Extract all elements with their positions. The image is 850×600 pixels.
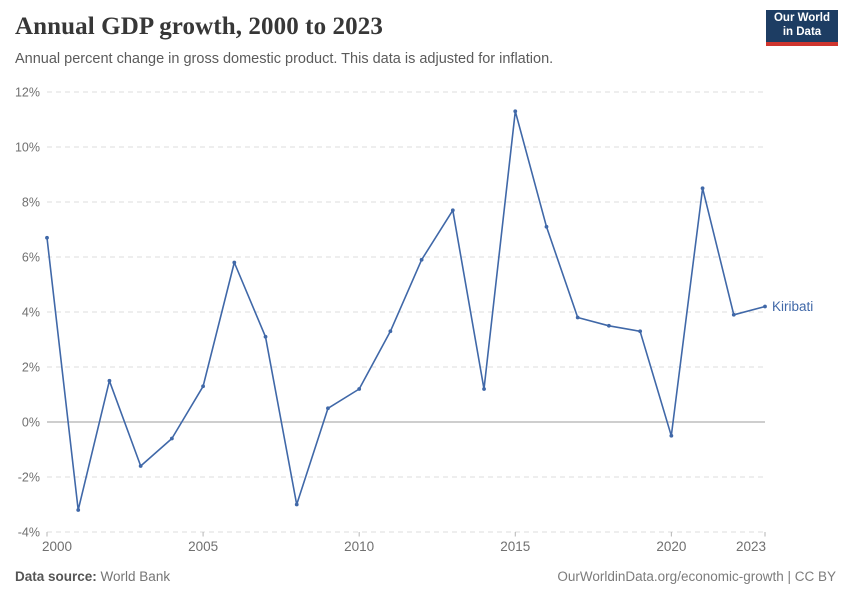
data-point	[45, 235, 49, 240]
y-axis-label: 4%	[22, 306, 40, 320]
data-source-value: World Bank	[100, 569, 171, 584]
gdp-line	[46, 110, 766, 511]
owid-logo[interactable]: Our World in Data	[766, 10, 838, 46]
credit-link[interactable]: OurWorldinData.org/economic-growth | CC …	[557, 569, 836, 584]
data-point	[544, 224, 549, 229]
data-point	[669, 433, 674, 438]
chart-title: Annual GDP growth, 2000 to 2023	[15, 13, 383, 40]
data-point	[169, 436, 174, 441]
data-point	[607, 323, 611, 328]
owid-logo-line2: in Data	[782, 26, 822, 38]
x-axis-label: 2005	[188, 539, 218, 554]
data-point	[326, 406, 330, 411]
data-point	[419, 257, 424, 262]
data-point	[294, 502, 299, 507]
data-point	[700, 186, 705, 191]
x-axis-label: 2020	[656, 539, 686, 554]
y-axis-label: 6%	[22, 251, 40, 265]
series-label-kiribati[interactable]: Kiribati	[772, 299, 813, 314]
data-point	[450, 208, 455, 213]
data-point	[482, 387, 486, 391]
y-axis-label: -4%	[18, 526, 40, 540]
chart-header: Annual GDP growth, 2000 to 2023 Annual p…	[15, 12, 740, 69]
data-point	[232, 260, 237, 265]
y-axis-label: 10%	[15, 141, 40, 155]
data-point	[575, 315, 580, 320]
data-point	[76, 508, 81, 512]
data-point	[138, 464, 143, 468]
y-axis-label: 12%	[15, 86, 40, 100]
y-axis-label: -2%	[18, 471, 40, 485]
owid-logo-line1: Our World	[773, 12, 830, 25]
data-source: Data source: World Bank	[15, 569, 170, 584]
data-point	[388, 329, 393, 334]
data-point	[107, 378, 112, 383]
data-source-label: Data source:	[15, 569, 97, 584]
y-axis-label: 8%	[22, 196, 40, 210]
x-axis-label: 2023	[736, 539, 766, 554]
chart-footer: Data source: World Bank OurWorldinData.o…	[15, 569, 836, 584]
data-point	[763, 304, 767, 309]
y-axis-label: 0%	[22, 416, 40, 430]
data-point	[357, 387, 362, 391]
x-axis-label: 2010	[344, 539, 374, 554]
data-point	[731, 312, 736, 317]
data-point	[513, 109, 518, 114]
y-axis-label: 2%	[22, 361, 40, 375]
data-point	[201, 384, 205, 389]
data-point	[638, 329, 643, 334]
data-point	[263, 334, 268, 339]
chart-subtitle: Annual percent change in gross domestic …	[15, 51, 554, 67]
x-axis-label: 2015	[500, 539, 530, 554]
x-axis-label: 2000	[42, 539, 72, 554]
